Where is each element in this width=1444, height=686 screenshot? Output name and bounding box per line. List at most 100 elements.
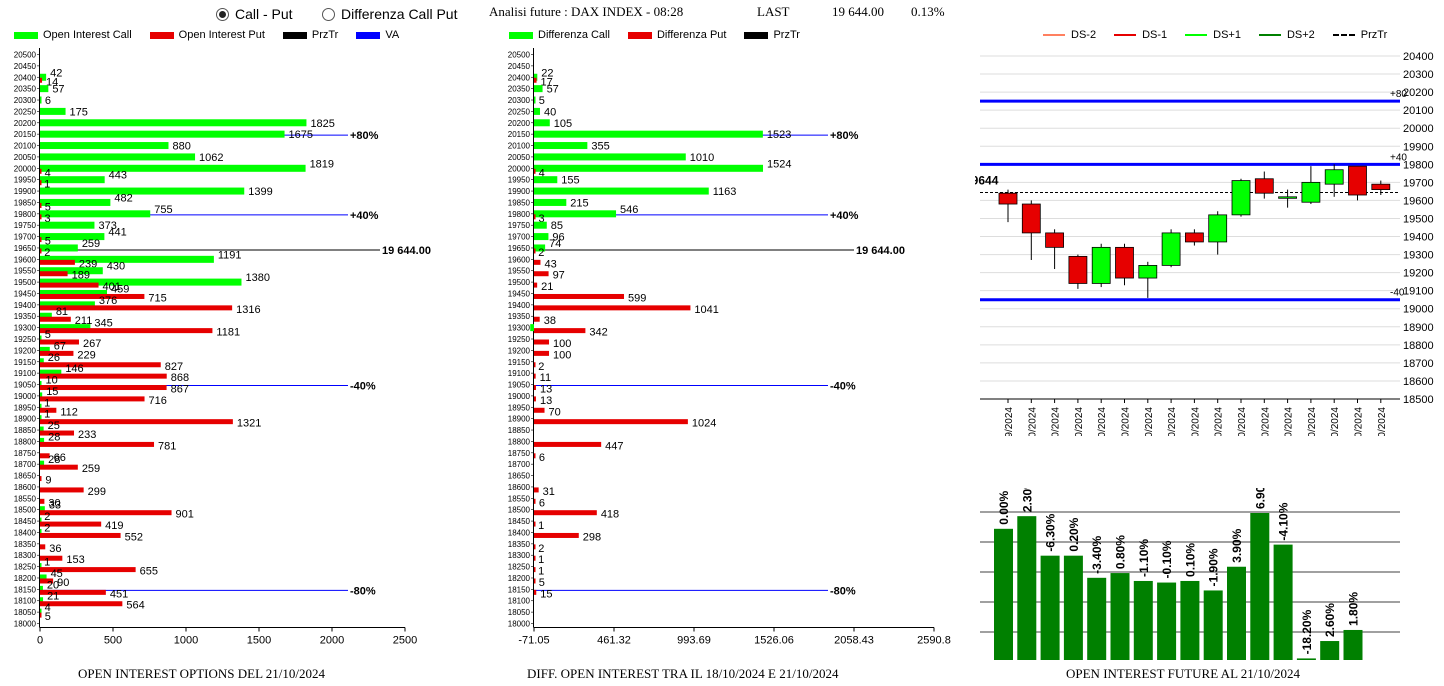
put-bar (534, 385, 536, 391)
put-value-label: 827 (165, 361, 183, 373)
strike-tick-label: 18050 (14, 608, 37, 617)
put-value-label: 342 (589, 327, 607, 339)
put-value-label: 1321 (237, 418, 261, 430)
strike-tick-label: 20500 (14, 51, 37, 60)
y-tick-label: 18700 (1403, 358, 1434, 370)
strike-tick-label: 19000 (508, 392, 531, 401)
call-value-label: 1 (44, 409, 50, 421)
put-bar (40, 259, 75, 265)
call-value-label: 1819 (310, 158, 334, 170)
put-bar (534, 248, 536, 254)
put-value-label: 15 (540, 588, 552, 600)
strike-tick-label: 19750 (14, 221, 37, 230)
call-bar (40, 107, 66, 115)
date-tick-label: 21/10/2024 (1354, 407, 1365, 436)
put-bar (40, 567, 136, 573)
strike-tick-label: 19000 (14, 392, 37, 401)
call-value-label: 1 (44, 557, 50, 569)
future-oi-bar (1227, 566, 1246, 660)
call-bar (40, 415, 42, 423)
call-value-label: 105 (554, 118, 572, 130)
call-value-label: 345 (94, 318, 112, 330)
strike-tick-label: 18450 (508, 517, 531, 526)
put-bar (40, 430, 75, 436)
date-tick-label: 03/10/2024 (1074, 407, 1085, 436)
level-label: -40 (1390, 288, 1405, 299)
strike-tick-label: 19500 (508, 278, 531, 287)
put-bar (534, 407, 545, 413)
strike-tick-label: 20450 (14, 62, 37, 71)
strike-tick-label: 20000 (508, 164, 531, 173)
candle-body (1278, 196, 1298, 199)
call-value-label: 26 (48, 352, 60, 364)
call-bar (40, 506, 45, 514)
strike-tick-label: 18600 (14, 483, 37, 492)
call-value-label: 20 (47, 579, 59, 591)
strike-tick-label: 19200 (508, 346, 531, 355)
strike-tick-label: 20400 (14, 73, 37, 82)
call-value-label: 373 (98, 220, 116, 232)
strike-tick-label: 18600 (508, 483, 531, 492)
put-bar (534, 168, 536, 174)
strike-tick-label: 19550 (14, 267, 37, 276)
put-bar (534, 441, 602, 447)
radio-call-put[interactable]: Call - Put (216, 6, 293, 22)
strike-tick-label: 19950 (508, 176, 531, 185)
call-value-label: 155 (561, 175, 579, 187)
put-value-label: 901 (176, 509, 194, 521)
call-value-label: 42 (50, 67, 62, 79)
put-value-label: 36 (49, 543, 61, 555)
put-value-label: 5 (45, 236, 51, 248)
strike-tick-label: 18750 (14, 449, 37, 458)
last-value: 19 644.00 (832, 4, 884, 19)
put-bar (40, 510, 172, 516)
strike-tick-label: 20200 (14, 119, 37, 128)
call-value-label: 1524 (767, 158, 791, 170)
strike-tick-label: 18200 (508, 574, 531, 583)
bar-value-label: 2.30% (1020, 488, 1034, 512)
call-value-label: 1380 (245, 272, 269, 284)
put-bar (40, 578, 54, 584)
strike-tick-label: 19600 (508, 255, 531, 264)
put-bar (534, 567, 536, 573)
bar-value-label: -3.40% (1090, 535, 1104, 573)
put-bar (40, 464, 78, 470)
call-bar (40, 403, 42, 411)
call-bar (40, 278, 242, 286)
put-bar (40, 419, 233, 425)
strike-tick-label: 19800 (14, 210, 37, 219)
y-tick-label: 19400 (1403, 232, 1434, 244)
call-bar (40, 358, 44, 366)
radio-difference[interactable]: Differenza Call Put (322, 6, 457, 22)
bar-value-label: -4.10% (1277, 502, 1291, 540)
black-swatch-icon (282, 31, 307, 39)
date-tick-label: 11/10/2024 (1214, 407, 1225, 436)
strike-tick-label: 19350 (14, 312, 37, 321)
put-bar (40, 521, 102, 527)
put-bar (534, 396, 536, 402)
future-oi-bar (1180, 580, 1200, 660)
diff-open-interest-chart: 20500 20450 20400 20350 20300 20250 20200 20150… (508, 48, 951, 647)
call-bar (40, 460, 45, 468)
call-value-label: 25 (48, 420, 60, 432)
future-oi-bar (1133, 580, 1153, 660)
strike-tick-label: 20150 (14, 130, 37, 139)
call-bar (534, 119, 550, 127)
level-label: -80% (350, 585, 376, 597)
put-value-label: 299 (88, 486, 106, 498)
call-value-label: 355 (591, 141, 609, 153)
put-bar (534, 362, 536, 368)
line-swatch-icon (1185, 34, 1208, 36)
candle-body (1371, 183, 1391, 190)
put-value-label: 153 (66, 554, 84, 566)
strike-tick-label: 20150 (508, 130, 531, 139)
call-bar (40, 608, 42, 616)
strike-tick-label: 18850 (14, 426, 37, 435)
call-bar (40, 255, 214, 263)
strike-tick-label: 19900 (14, 187, 37, 196)
legend-item: Open Interest Put (149, 29, 265, 41)
put-bar (534, 453, 536, 459)
put-value-label: 5 (45, 611, 51, 623)
strike-tick-label: 19950 (14, 176, 37, 185)
put-value-label: 233 (78, 429, 96, 441)
